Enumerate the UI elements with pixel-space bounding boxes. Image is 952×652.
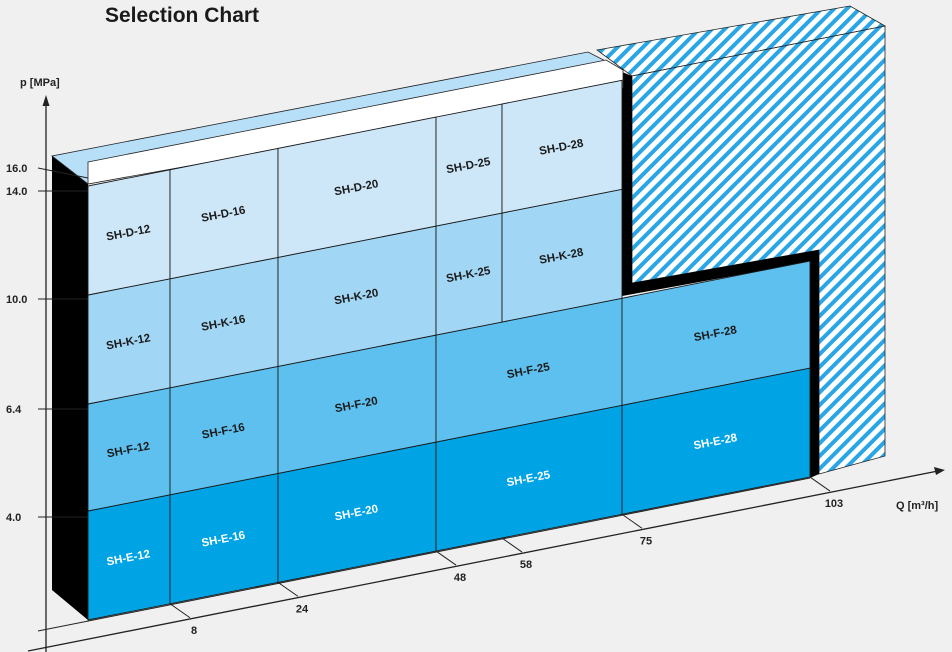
y-tick-label: 4.0 bbox=[6, 512, 21, 524]
x-tick-mark bbox=[809, 476, 831, 492]
x-tick-label: 48 bbox=[454, 572, 466, 584]
x-tick-mark bbox=[277, 581, 299, 597]
x-axis bbox=[27, 470, 939, 652]
x-tick-mark bbox=[621, 513, 643, 529]
y-axis-arrow bbox=[42, 95, 50, 106]
x-tick-label: 75 bbox=[640, 535, 652, 547]
x-axis-label: Q [m³/h] bbox=[896, 500, 938, 512]
cell-sh-f-28 bbox=[621, 260, 811, 406]
x-tick-label: 8 bbox=[191, 625, 197, 637]
y-tick-label: 6.4 bbox=[6, 404, 22, 416]
x-tick-label: 103 bbox=[825, 498, 843, 510]
y-axis-label: p [MPa] bbox=[20, 77, 60, 89]
left-side-face bbox=[52, 156, 88, 620]
x-tick-mark bbox=[435, 550, 457, 566]
chart-title: Selection Chart bbox=[105, 4, 260, 27]
y-tick-label: 10.0 bbox=[6, 294, 27, 306]
y-tick-label: 14.0 bbox=[6, 186, 27, 198]
cell-sh-d-28 bbox=[501, 79, 623, 214]
x-axis-arrow bbox=[934, 467, 945, 475]
x-tick-label: 58 bbox=[520, 559, 532, 571]
x-tick-label: 24 bbox=[296, 603, 309, 615]
y-tick-mark bbox=[37, 167, 89, 179]
grid-cells bbox=[87, 79, 811, 621]
y-ticks: 4.0 6.4 10.0 14.0 16.0 bbox=[6, 163, 89, 524]
top-white-edge bbox=[87, 59, 624, 185]
x-tick-mark bbox=[501, 537, 523, 553]
hatched-shadow bbox=[622, 72, 819, 478]
x-ticks: 8 24 48 58 75 103 bbox=[169, 476, 843, 637]
front-base-line bbox=[37, 477, 811, 632]
x-tick-mark bbox=[169, 603, 191, 619]
y-tick-label: 16.0 bbox=[6, 163, 27, 175]
